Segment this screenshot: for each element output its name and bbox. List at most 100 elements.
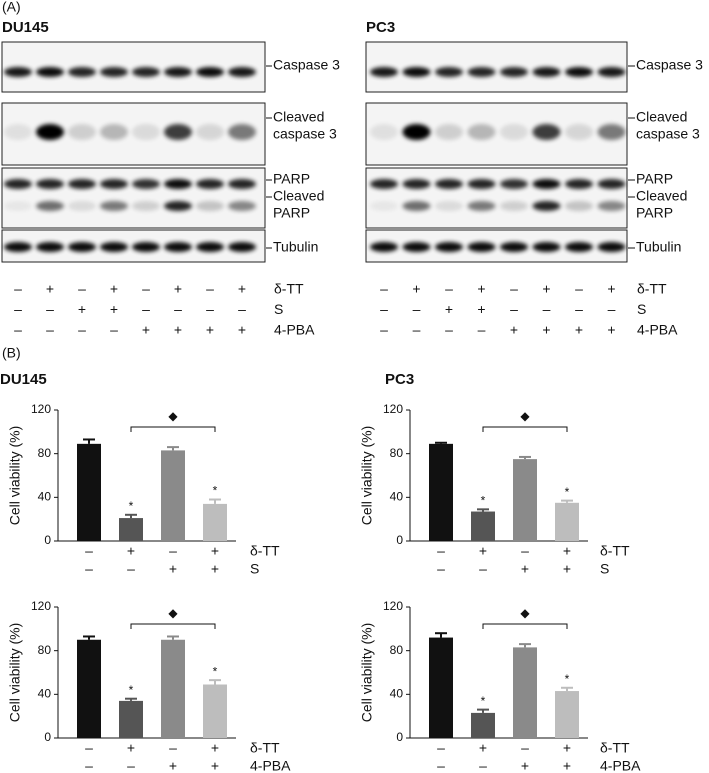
blot-frame [1, 41, 266, 93]
treatment-sign: + [563, 543, 571, 559]
band-label: Caspase 3 [636, 57, 703, 73]
treatment-sign: – [142, 301, 150, 317]
treatment-sign: + [211, 740, 219, 756]
treatment-sign: – [479, 561, 487, 577]
error-bar [477, 708, 489, 713]
treatment-name: 4-PBA [250, 758, 291, 773]
bar [429, 637, 453, 738]
band-label: Tubulin [636, 239, 681, 255]
blot-band [402, 179, 431, 189]
treatment-sign: – [238, 301, 246, 317]
treatment-sign: + [477, 301, 485, 317]
treatment-name: δ-TT [600, 740, 630, 756]
y-tick-label: 80 [38, 643, 52, 657]
treatment-sign: + [542, 322, 550, 338]
chart-title: DU145 [0, 371, 47, 388]
treatment-sign: – [479, 758, 487, 773]
blot-band [402, 242, 431, 252]
blot-band [500, 242, 528, 252]
blot-band [467, 201, 496, 211]
treatment-sign: – [46, 301, 54, 317]
blot-band [4, 201, 32, 211]
blot-band [36, 67, 64, 77]
blot-band [500, 179, 528, 189]
treatment-sign: + [521, 758, 529, 773]
blot-band [435, 124, 463, 140]
band-label: PARP [273, 171, 310, 187]
band-label: PARP [636, 171, 673, 187]
blot-band [565, 179, 593, 189]
treatment-sign: – [575, 301, 583, 317]
blot-band [164, 124, 192, 140]
error-bar [125, 513, 137, 519]
bar [161, 450, 185, 541]
chart-title: PC3 [385, 371, 414, 388]
band-label: PARP [273, 205, 310, 221]
y-tick-label: 0 [44, 730, 51, 744]
blot-band [196, 201, 224, 211]
blot-band [68, 124, 96, 140]
treatment-sign: + [238, 322, 246, 338]
bar [119, 700, 143, 738]
blot-band [565, 242, 593, 252]
band-label: Cleaved [636, 188, 687, 204]
blot-band [565, 201, 593, 211]
band-label: PARP [636, 205, 673, 221]
band-label: Cleaved [273, 188, 324, 204]
y-tick-label: 40 [38, 490, 52, 504]
blot-band [68, 179, 96, 189]
treatment-sign: – [380, 301, 388, 317]
blot-band [4, 67, 32, 77]
blot-band [500, 67, 528, 77]
y-tick-label: 0 [396, 730, 403, 744]
treatment-sign: + [46, 281, 54, 297]
treatment-name: δ-TT [600, 543, 630, 559]
significance-marker: * [213, 664, 218, 678]
y-tick-label: 40 [390, 490, 404, 504]
blot-band [532, 124, 561, 140]
y-tick-label: 80 [390, 446, 404, 460]
treatment-sign: + [607, 322, 615, 338]
treatment-sign: + [78, 301, 86, 317]
blot-band [132, 67, 160, 77]
bar [513, 647, 537, 738]
treatment-sign: + [211, 561, 219, 577]
y-tick-label: 0 [44, 533, 51, 547]
treatment-sign: – [437, 758, 445, 773]
y-axis-label: Cell viability (%) [7, 623, 23, 723]
blot-title: PC3 [366, 19, 395, 36]
treatment-sign: – [142, 281, 150, 297]
treatment-sign: – [169, 740, 177, 756]
treatment-name: 4-PBA [637, 322, 678, 338]
treatment-sign: + [211, 758, 219, 773]
y-axis-label: Cell viability (%) [359, 426, 375, 526]
y-tick-label: 40 [38, 687, 52, 701]
error-bar [125, 697, 137, 701]
treatment-name: S [637, 301, 646, 317]
blot-band [532, 201, 561, 211]
treatment-name: S [250, 561, 259, 577]
y-tick-label: 40 [390, 687, 404, 701]
blot-band [500, 201, 528, 211]
blot-band [467, 179, 496, 189]
blot-band [68, 201, 96, 211]
treatment-sign: + [110, 281, 118, 297]
treatment-sign: + [412, 281, 420, 297]
blot-band [196, 242, 224, 252]
blot-band [402, 67, 431, 77]
blot-band [4, 179, 32, 189]
band-label: caspase 3 [273, 126, 337, 142]
blot-band [4, 124, 32, 140]
treatment-sign: + [169, 561, 177, 577]
treatment-name: δ-TT [250, 740, 280, 756]
panel-label: (B) [2, 345, 21, 361]
treatment-sign: – [521, 543, 529, 559]
band-label: Cleaved [273, 109, 324, 125]
treatment-sign: – [110, 322, 118, 338]
treatment-sign: + [542, 281, 550, 297]
bracket [130, 426, 216, 432]
error-bar [561, 499, 573, 503]
significance-marker: * [565, 672, 570, 686]
blot-band [228, 124, 256, 140]
treatment-sign: + [110, 301, 118, 317]
